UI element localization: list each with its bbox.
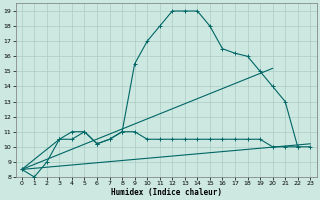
X-axis label: Humidex (Indice chaleur): Humidex (Indice chaleur) <box>110 188 221 197</box>
